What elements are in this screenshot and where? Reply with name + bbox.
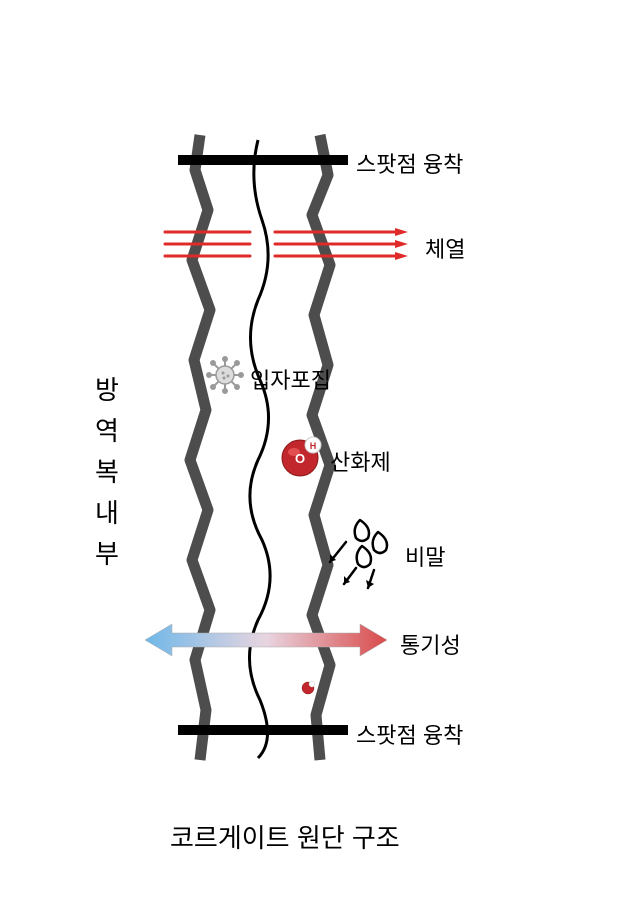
droplets-label: 비말 — [405, 540, 445, 572]
spot-weld-bar-top — [178, 155, 348, 165]
heat-lines — [165, 228, 408, 260]
svg-text:O: O — [295, 451, 305, 466]
droplets-icon — [330, 520, 387, 588]
side-label: 방역복내부 — [95, 370, 119, 575]
spot-weld-bar-bottom — [178, 725, 348, 735]
caption: 코르게이트 원단 구조 — [170, 818, 400, 855]
particles-label: 입자포집 — [250, 363, 331, 395]
center-divider — [249, 140, 270, 758]
spot-weld-top-label: 스팟점 융착 — [356, 147, 463, 179]
heat-label: 체열 — [425, 232, 465, 264]
svg-text:H: H — [310, 441, 317, 451]
oxidizer-icon: O H — [282, 437, 321, 476]
oxidizer-label: 산화제 — [330, 445, 391, 477]
oxidizer-small-icon — [302, 681, 315, 694]
spot-weld-bottom-label: 스팟점 융착 — [356, 718, 463, 750]
breathability-label: 통기성 — [400, 628, 461, 660]
left-wall — [190, 135, 210, 760]
breathability-arrow — [145, 624, 387, 656]
particle-icon — [207, 357, 243, 393]
